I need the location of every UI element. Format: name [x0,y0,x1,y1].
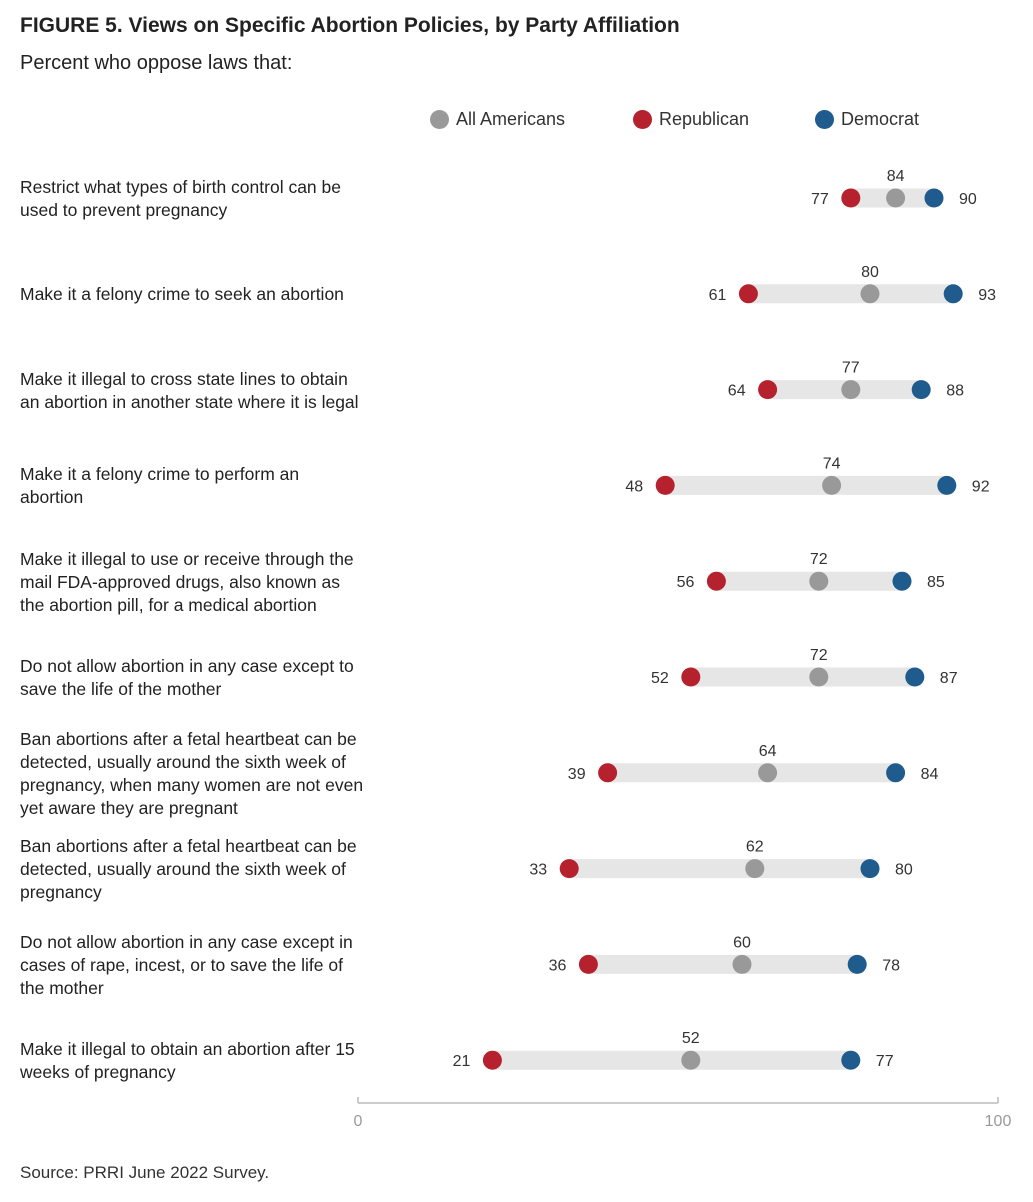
legend-item-all: All Americans [430,109,565,130]
all-americans-dot [841,380,861,400]
democrat-dot [886,763,906,783]
republican-value-label: 56 [677,574,695,591]
republican-dot [706,571,726,591]
x-axis-tick-label: 100 [985,1113,1012,1130]
category-label: Ban abortions after a fetal heartbeat ca… [20,728,364,818]
democrat-dot [847,954,867,974]
all-americans-value-label: 64 [759,743,777,760]
category-label: Make it a felony crime to perform an abo… [20,464,300,508]
all-americans-dot [758,763,778,783]
all-americans-value-label: 60 [733,934,751,951]
democrat-dot [841,1050,861,1070]
legend-dot-republican [633,110,652,129]
all-americans-dot [822,475,842,495]
republican-value-label: 64 [728,383,746,400]
democrat-value-label: 93 [978,287,996,304]
all-americans-dot [732,954,752,974]
all-americans-value-label: 84 [887,168,905,185]
republican-dot [738,284,758,304]
republican-dot [758,380,778,400]
republican-dot [655,475,675,495]
democrat-dot [943,284,963,304]
category-label: Ban abortions after a fetal heartbeat ca… [20,836,357,903]
republican-value-label: 52 [651,670,669,687]
democrat-value-label: 78 [882,957,900,974]
legend-label-all: All Americans [456,109,566,129]
legend-label-republican: Republican [659,109,750,129]
legend-item-republican: Republican [633,109,749,130]
category-label: Do not allow abortion in any case except… [20,656,354,699]
republican-value-label: 77 [811,191,829,208]
all-americans-dot [681,1050,701,1070]
republican-value-label: 36 [549,957,567,974]
republican-dot [578,954,598,974]
all-americans-value-label: 74 [823,455,841,472]
republican-dot [841,188,861,208]
democrat-value-label: 92 [972,478,990,495]
democrat-dot [911,380,931,400]
republican-value-label: 39 [568,766,586,783]
all-americans-dot [809,667,829,687]
republican-value-label: 21 [453,1053,471,1070]
democrat-value-label: 88 [946,383,964,400]
democrat-value-label: 77 [876,1053,894,1070]
all-americans-value-label: 72 [810,647,828,664]
all-americans-dot [886,188,906,208]
all-americans-value-label: 80 [861,264,879,281]
democrat-dot [937,475,957,495]
democrat-value-label: 90 [959,191,977,208]
republican-dot [598,763,618,783]
all-americans-value-label: 52 [682,1030,700,1047]
republican-dot [559,859,579,879]
x-axis-tick-label: 0 [354,1113,363,1130]
democrat-value-label: 84 [921,766,939,783]
category-label: Restrict what types of birth control can… [20,177,341,220]
legend-item-democrat: Democrat [815,109,919,130]
chart-subtitle: Percent who oppose laws that: [20,52,293,74]
democrat-dot [905,667,925,687]
legend-dot-democrat [815,110,834,129]
democrat-dot [860,859,880,879]
legend-dot-all [430,110,449,129]
all-americans-dot [809,571,829,591]
democrat-value-label: 80 [895,862,913,879]
democrat-value-label: 85 [927,574,945,591]
chart-title: FIGURE 5. Views on Specific Abortion Pol… [20,14,680,37]
legend-label-democrat: Democrat [841,109,920,129]
source-note: Source: PRRI June 2022 Survey. [20,1163,270,1182]
republican-dot [482,1050,502,1070]
republican-value-label: 33 [529,862,547,879]
republican-dot [681,667,701,687]
category-label: Make it a felony crime to seek an aborti… [20,284,344,305]
democrat-dot [924,188,944,208]
category-label: Make it illegal to use or receive throug… [20,548,354,615]
category-label: Make it illegal to obtain an abortion af… [20,1039,355,1083]
all-americans-value-label: 77 [842,360,860,377]
all-americans-value-label: 72 [810,551,828,568]
all-americans-dot [745,859,765,879]
republican-value-label: 48 [625,478,643,495]
republican-value-label: 61 [709,287,727,304]
category-label: Make it illegal to cross state lines to … [20,368,359,412]
democrat-dot [892,571,912,591]
all-americans-value-label: 62 [746,839,764,856]
all-americans-dot [860,284,880,304]
democrat-value-label: 87 [940,670,958,687]
category-label: Do not allow abortion in any case except… [20,931,353,998]
